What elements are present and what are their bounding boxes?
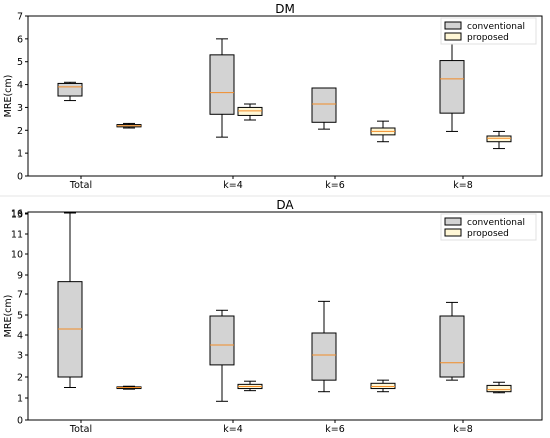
x-tick-label: k=8 (453, 424, 473, 435)
y-tick-label: 3 (17, 351, 23, 362)
x-tick-label: k=4 (223, 180, 243, 191)
box-conventional (209, 54, 235, 115)
box-conventional (439, 60, 465, 114)
legend-swatch (444, 32, 462, 41)
x-tick-label: k=6 (325, 180, 345, 191)
legend-swatch (444, 228, 462, 237)
y-tick-label: 16 (11, 209, 23, 220)
y-tick-label: 4 (17, 80, 23, 91)
y-tick-label: 11 (11, 230, 23, 241)
box-conventional (57, 82, 83, 97)
y-tick-label: 4 (17, 331, 23, 342)
y-tick-label: 13 (11, 210, 23, 221)
y-tick-label: 6 (17, 34, 23, 45)
legend-swatch (444, 217, 462, 226)
box-conventional (311, 332, 337, 381)
y-tick-label: 7 (17, 290, 23, 301)
x-tick-label: k=6 (325, 424, 345, 435)
y-tick-label: 5 (17, 57, 23, 68)
legend-swatch (444, 21, 462, 30)
y-tick-label: 9 (17, 271, 23, 282)
plot-frame (27, 15, 543, 177)
y-tick-label: 1 (17, 394, 23, 405)
box-proposed (486, 135, 512, 143)
x-tick-label: Total (69, 180, 92, 191)
x-tick-label: Total (69, 424, 92, 435)
box-conventional (311, 87, 337, 123)
y-axis-label: MRE(cm) (3, 75, 14, 118)
y-tick-label: 7 (17, 12, 23, 23)
legend-label: proposed (467, 229, 509, 239)
x-tick-label: k=4 (223, 424, 243, 435)
y-tick-label: 1 (17, 149, 23, 160)
legend-label: conventional (467, 218, 525, 228)
box-proposed (237, 106, 263, 116)
legend-label: conventional (467, 22, 525, 32)
plot-frame (27, 211, 543, 421)
y-axis-label: MRE(cm) (3, 295, 14, 338)
x-tick-label: k=8 (453, 180, 473, 191)
chart-title: DM (275, 2, 295, 16)
y-tick-label: 3 (17, 103, 23, 114)
y-tick-label: 0 (17, 416, 23, 427)
box-conventional (439, 315, 465, 378)
chart-title: DA (276, 198, 294, 212)
legend-label: proposed (467, 33, 509, 43)
box-proposed (370, 382, 396, 390)
y-tick-label: 2 (17, 373, 23, 384)
y-tick-label: 0 (17, 172, 23, 183)
y-tick-label: 2 (17, 126, 23, 137)
y-tick-label: 10 (11, 250, 23, 261)
box-conventional (209, 315, 235, 366)
y-tick-label: 5 (17, 311, 23, 322)
box-proposed (486, 384, 512, 393)
